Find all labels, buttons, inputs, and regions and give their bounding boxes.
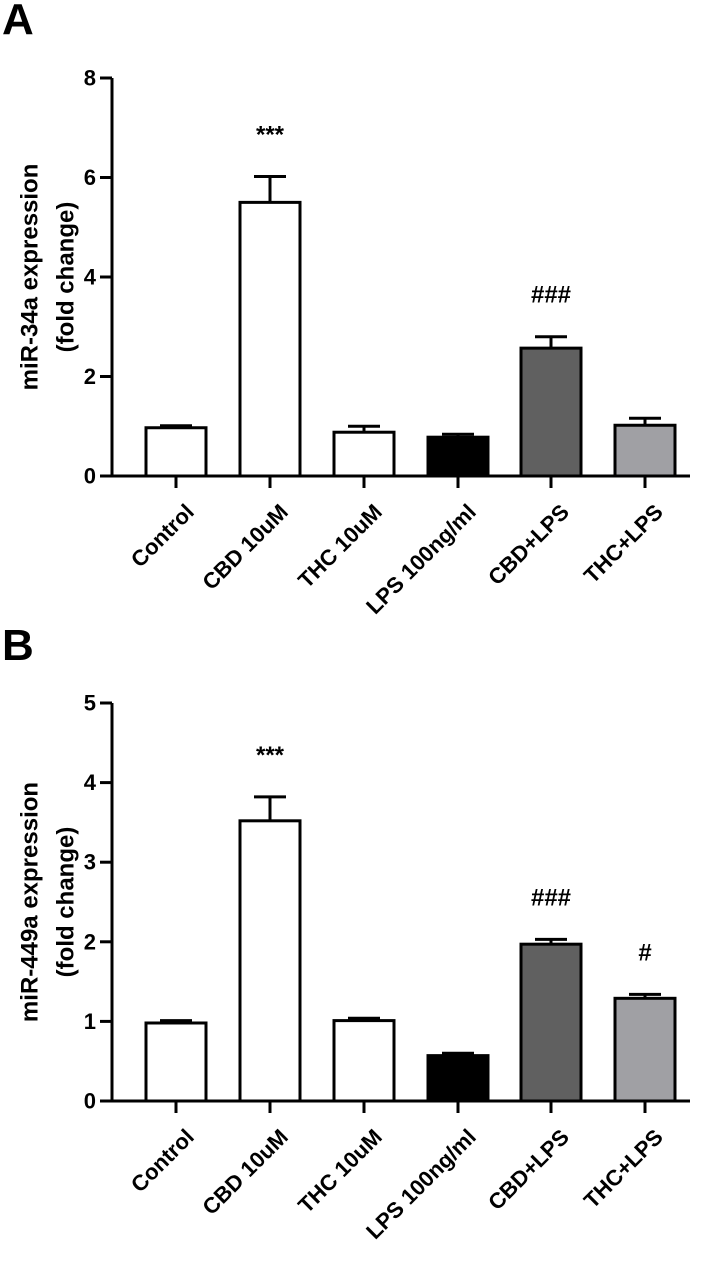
bar: [613, 423, 677, 478]
y-tick-label: 0: [84, 1089, 96, 1114]
y-axis-title-line: (fold change): [53, 202, 80, 353]
significance-label: ###: [531, 884, 571, 911]
x-category-label: Control: [126, 1124, 199, 1197]
y-tick-label: 5: [84, 691, 96, 716]
y-tick-label: 0: [84, 464, 96, 489]
x-category-label: CBD+LPS: [483, 1124, 574, 1215]
y-tick-label: 4: [84, 265, 97, 290]
bar: [332, 1019, 396, 1103]
x-category-label: CBD+LPS: [483, 499, 574, 590]
bar: [426, 435, 490, 478]
bar: [519, 346, 583, 478]
bar: [332, 430, 396, 478]
significance-label: ***: [256, 122, 285, 149]
bar: [519, 942, 583, 1103]
y-tick-label: 4: [84, 770, 97, 795]
x-category-label: THC+LPS: [579, 499, 668, 588]
x-category-label: Control: [126, 499, 199, 572]
panel-letter: A: [2, 0, 34, 44]
y-tick-label: 1: [84, 1009, 96, 1034]
bar: [613, 996, 677, 1103]
x-category-label: CBD 10uM: [197, 1124, 292, 1219]
x-category-label: THC 10uM: [293, 499, 387, 593]
y-tick-label: 2: [84, 929, 96, 954]
y-tick-label: 6: [84, 165, 96, 190]
bar: [238, 819, 302, 1103]
y-axis-title-line: miR-449a expression: [17, 782, 44, 1022]
y-axis-title-line: miR-34a expression: [17, 164, 44, 391]
bar: [238, 200, 302, 478]
y-tick-label: 3: [84, 850, 96, 875]
x-category-label: THC 10uM: [293, 1124, 387, 1218]
bar: [144, 1021, 208, 1103]
y-axis-title-line: (fold change): [53, 827, 80, 978]
significance-label: ###: [531, 282, 571, 309]
bar: [426, 1054, 490, 1103]
y-tick-label: 8: [84, 66, 96, 91]
y-tick-label: 2: [84, 364, 96, 389]
significance-label: #: [638, 939, 651, 966]
panel-letter: B: [2, 621, 34, 670]
bar: [144, 426, 208, 478]
x-category-label: THC+LPS: [579, 1124, 668, 1213]
significance-label: ***: [256, 742, 285, 769]
x-category-label: CBD 10uM: [197, 499, 292, 594]
